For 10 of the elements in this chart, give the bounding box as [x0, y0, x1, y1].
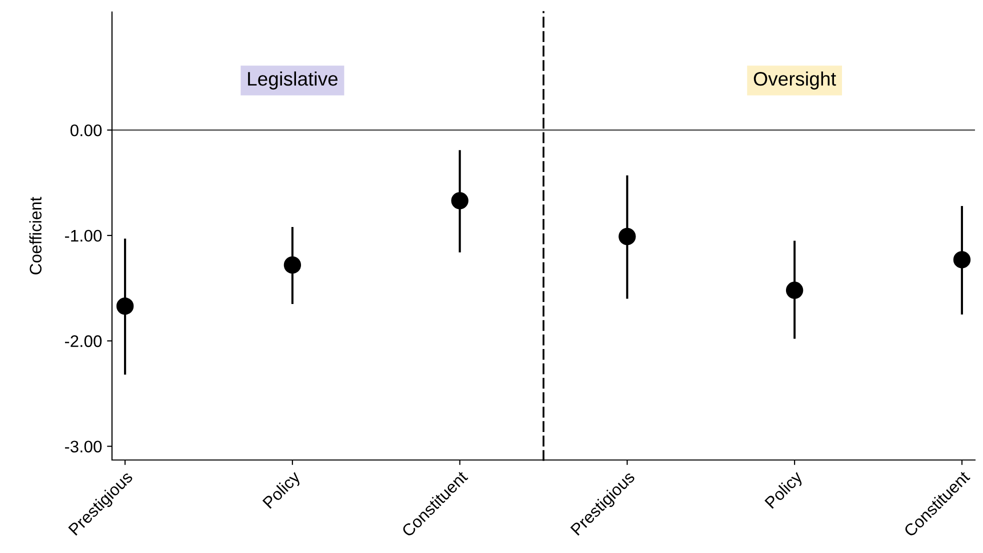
- annotation: Legislative: [248, 71, 338, 90]
- y-tick-label: 0.00: [70, 124, 102, 136]
- point: [451, 192, 468, 210]
- point: [284, 256, 302, 274]
- point: [116, 297, 134, 315]
- y-tick-label: -2.00: [65, 335, 102, 348]
- y-tick-label: -3.00: [65, 440, 102, 452]
- y-axis-title: Coefficient: [29, 196, 42, 274]
- y-tick-label: -1.00: [65, 230, 102, 242]
- annotation: Oversight: [754, 71, 836, 90]
